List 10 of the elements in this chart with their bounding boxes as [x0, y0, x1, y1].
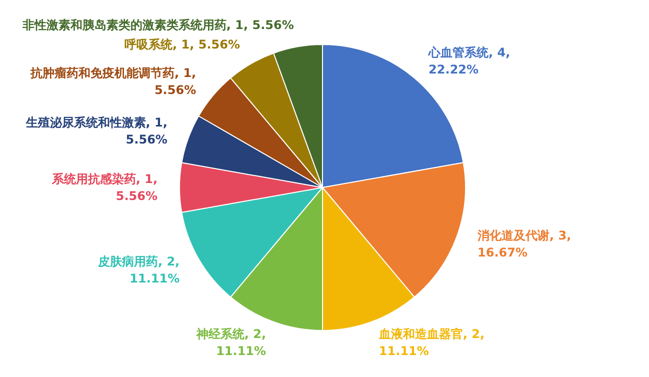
slice-label: 系统用抗感染药, 1, 5.56%	[50, 172, 158, 203]
slice-label: 非性激素和胰岛素类的激素类系统用药, 1, 5.56%	[21, 18, 294, 32]
slice-label: 皮肤病用药, 2, 11.11%	[96, 254, 180, 286]
slice-label: 呼吸系统, 1, 5.56%	[124, 38, 240, 52]
slice-label: 心血管系统, 4, 22.22%	[428, 46, 510, 77]
slice-label: 消化道及代谢, 3, 16.67%	[476, 228, 572, 260]
slice-label: 神经系统, 2, 11.11%	[195, 327, 266, 358]
slice-label: 血液和造血器官, 2, 11.11%	[378, 327, 485, 358]
slice-label: 抗肿瘤药和免疫机能调节药, 1, 5.56%	[29, 66, 196, 97]
slice-label: 生殖泌尿系统和性激素, 1, 5.56%	[24, 116, 168, 146]
